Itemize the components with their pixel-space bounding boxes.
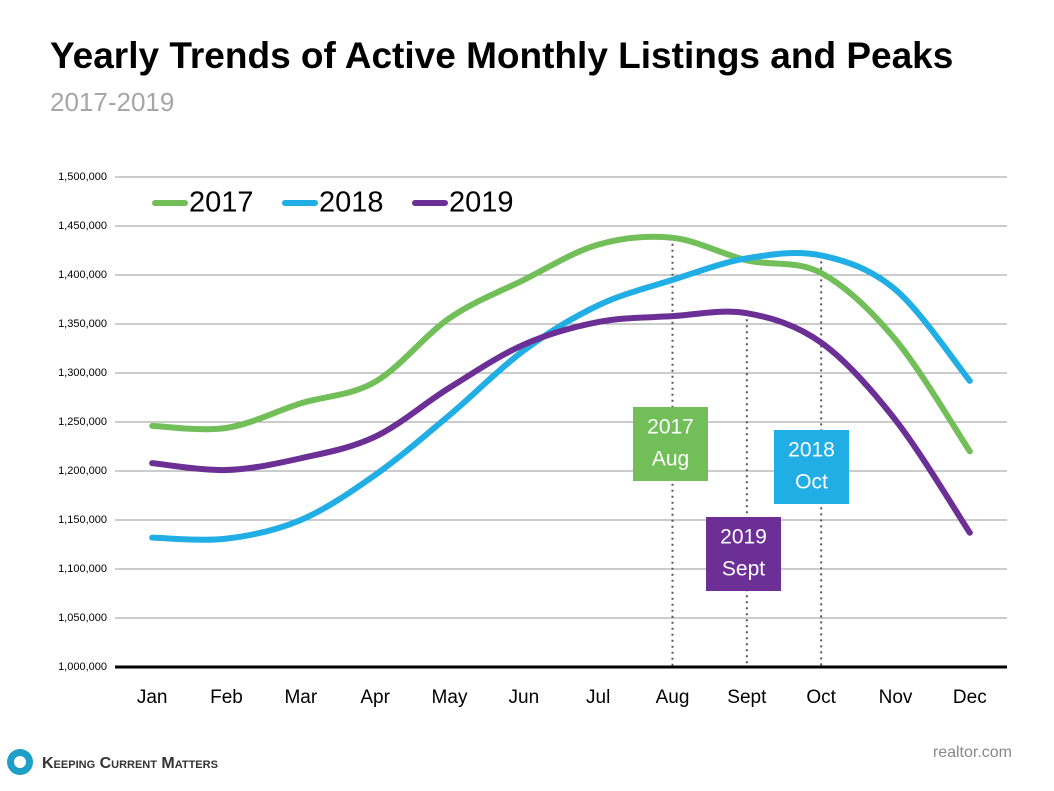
annotation-box <box>633 407 708 481</box>
annotation-text: 2018 <box>788 439 835 462</box>
x-tick-label: May <box>432 687 468 708</box>
y-tick-label: 1,350,000 <box>58 318 107 330</box>
x-tick-label: Apr <box>360 687 390 708</box>
y-tick-label: 1,400,000 <box>58 269 107 281</box>
x-tick-label: Dec <box>953 687 987 708</box>
x-tick-label: Mar <box>284 687 317 708</box>
annotation-text: 2017 <box>647 416 694 439</box>
x-tick-label: Aug <box>656 687 690 708</box>
y-tick-label: 1,100,000 <box>58 563 107 575</box>
x-tick-label: Sept <box>727 687 767 708</box>
legend-label: 2019 <box>449 187 514 219</box>
x-tick-label: Feb <box>210 687 243 708</box>
annotation-text: 2019 <box>720 526 767 549</box>
annotation-text: Sept <box>722 558 765 581</box>
x-tick-label: Jan <box>137 687 168 708</box>
brand-logo <box>7 749 33 775</box>
y-tick-label: 1,500,000 <box>58 171 107 183</box>
legend-label: 2018 <box>319 187 384 219</box>
legend-label: 2017 <box>189 187 254 219</box>
x-tick-label: Oct <box>806 687 836 708</box>
annotation-box <box>706 517 781 591</box>
series-line <box>149 233 973 455</box>
x-tick-label: Jun <box>509 687 540 708</box>
series-line <box>149 249 973 543</box>
series-line <box>149 308 973 536</box>
footer-source: realtor.com <box>933 744 1012 761</box>
footer-brand: Keeping Current Matters <box>42 755 218 772</box>
chart-title: Yearly Trends of Active Monthly Listings… <box>50 35 953 76</box>
y-tick-label: 1,050,000 <box>58 612 107 624</box>
y-tick-label: 1,150,000 <box>58 514 107 526</box>
y-tick-label: 1,450,000 <box>58 220 107 232</box>
annotation-box <box>774 430 849 504</box>
chart-subtitle: 2017-2019 <box>50 87 174 117</box>
y-tick-label: 1,250,000 <box>58 416 107 428</box>
x-tick-label: Nov <box>879 687 913 708</box>
annotation-text: Oct <box>795 471 828 494</box>
y-tick-label: 1,000,000 <box>58 661 107 673</box>
y-tick-label: 1,300,000 <box>58 367 107 379</box>
annotation-text: Aug <box>652 448 689 471</box>
x-tick-label: Jul <box>586 687 610 708</box>
y-tick-label: 1,200,000 <box>58 465 107 477</box>
logo-icon-inner <box>14 756 26 768</box>
